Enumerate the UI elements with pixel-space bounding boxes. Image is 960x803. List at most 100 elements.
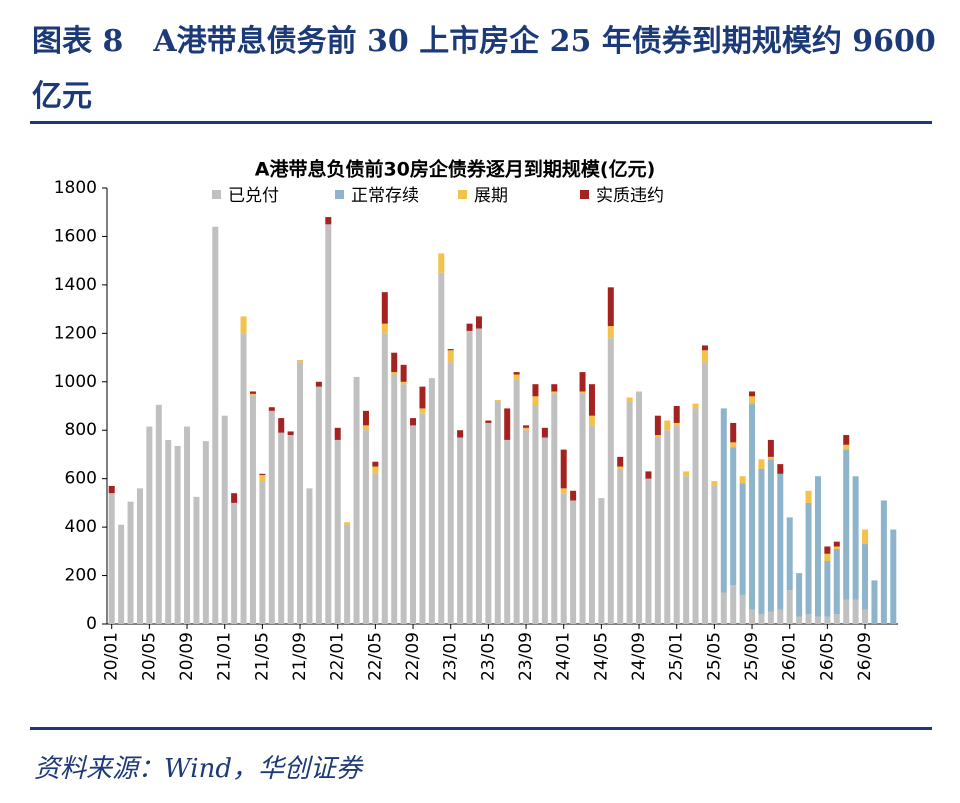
legend-swatch xyxy=(580,190,589,199)
y-tick-label: 1800 xyxy=(54,178,97,198)
bar-segment xyxy=(551,391,558,394)
bar-segment xyxy=(400,364,407,382)
bar-segment xyxy=(372,473,379,624)
x-tick-label: 24/09 xyxy=(629,632,649,681)
bar-segment xyxy=(664,430,671,624)
bar-segment xyxy=(485,422,492,624)
bar-segment xyxy=(466,323,473,331)
bar-segment xyxy=(118,524,125,624)
bar-segment xyxy=(749,391,756,397)
bar-segment xyxy=(758,459,765,469)
bar-segment xyxy=(108,485,115,494)
bar-segment xyxy=(843,444,850,450)
bar-segment xyxy=(325,217,332,225)
bar-segment xyxy=(362,430,369,624)
bar-segment xyxy=(419,386,426,409)
y-tick-label: 1200 xyxy=(54,323,97,343)
bar-segment xyxy=(249,391,256,394)
bar-segment xyxy=(381,292,388,324)
bar-segment xyxy=(711,485,718,624)
bar-segment xyxy=(833,546,840,549)
bar-segment xyxy=(730,585,737,624)
bar-segment xyxy=(843,435,850,445)
bar-segment xyxy=(880,500,887,624)
bar-segment xyxy=(777,464,784,474)
legend-swatch xyxy=(458,190,467,199)
bar-segment xyxy=(824,561,831,617)
bar-segment xyxy=(315,381,322,387)
bar-segment xyxy=(410,425,417,624)
bar-segment xyxy=(588,425,595,624)
bar-segment xyxy=(607,338,614,624)
y-tick-label: 1000 xyxy=(54,372,97,392)
bar-segment xyxy=(560,449,567,489)
bar-segment xyxy=(654,435,661,438)
bar-segment xyxy=(541,427,548,438)
bar-segment xyxy=(862,609,869,624)
bar-segment xyxy=(692,403,699,409)
bar-segment xyxy=(466,330,473,624)
bar-segment xyxy=(419,408,426,414)
bar-segment xyxy=(673,425,680,624)
bar-segment xyxy=(767,611,774,624)
bar-segment xyxy=(297,362,304,624)
legend-label: 已兑付 xyxy=(228,186,279,206)
bar-segment xyxy=(560,493,567,624)
x-tick-label: 26/09 xyxy=(855,632,875,681)
bar-segment xyxy=(796,573,803,617)
bar-segment xyxy=(720,592,727,624)
bar-segment xyxy=(249,395,256,624)
bar-segment xyxy=(523,425,530,428)
legend-swatch xyxy=(335,190,344,199)
bar-segment xyxy=(767,439,774,457)
bar-segment xyxy=(523,427,530,431)
bar-segment xyxy=(494,401,501,624)
bar-segment xyxy=(532,396,539,406)
x-tick-label: 22/05 xyxy=(365,632,385,681)
bar-segment xyxy=(654,415,661,436)
bar-segment xyxy=(805,490,812,503)
bar-segment xyxy=(720,408,727,593)
bar-segment xyxy=(805,502,812,615)
bar-segment xyxy=(259,475,266,482)
bar-segment xyxy=(447,349,454,351)
x-tick-label: 26/05 xyxy=(817,632,837,681)
bar-segment xyxy=(447,362,454,624)
bar-segment xyxy=(541,437,548,624)
bar-segment xyxy=(570,500,577,624)
bar-segment xyxy=(701,362,708,624)
bar-segment xyxy=(683,476,690,624)
bar-segment xyxy=(654,437,661,624)
y-tick-label: 400 xyxy=(65,517,97,537)
bar-segment xyxy=(391,352,398,373)
bar-segment xyxy=(532,384,539,397)
y-tick-label: 200 xyxy=(65,566,97,586)
bar-segment xyxy=(212,226,219,624)
bar-segment xyxy=(372,466,379,474)
bar-segment xyxy=(786,517,793,591)
bar-segment xyxy=(268,410,275,624)
bar-segment xyxy=(551,384,558,392)
bar-segment xyxy=(701,350,708,363)
bar-segment xyxy=(278,418,285,433)
bar-segment xyxy=(287,431,294,436)
bar-segment xyxy=(287,435,294,624)
x-tick-label: 20/01 xyxy=(102,632,122,681)
bar-segment xyxy=(749,609,756,624)
bar-segment xyxy=(174,445,181,624)
bar-segment xyxy=(391,372,398,375)
bar-segment xyxy=(325,224,332,625)
bar-segment xyxy=(730,447,737,586)
bar-segment xyxy=(852,599,859,624)
x-tick-label: 24/01 xyxy=(554,632,574,681)
bar-segment xyxy=(758,614,765,624)
bar-segment xyxy=(494,399,501,402)
bar-segment xyxy=(410,418,417,426)
x-tick-label: 26/01 xyxy=(780,632,800,681)
bar-segment xyxy=(767,459,774,612)
bar-segment xyxy=(504,439,511,624)
bar-segment xyxy=(231,502,238,624)
bar-segment xyxy=(701,345,708,351)
bar-segment xyxy=(475,316,482,329)
bar-segment xyxy=(862,544,869,610)
